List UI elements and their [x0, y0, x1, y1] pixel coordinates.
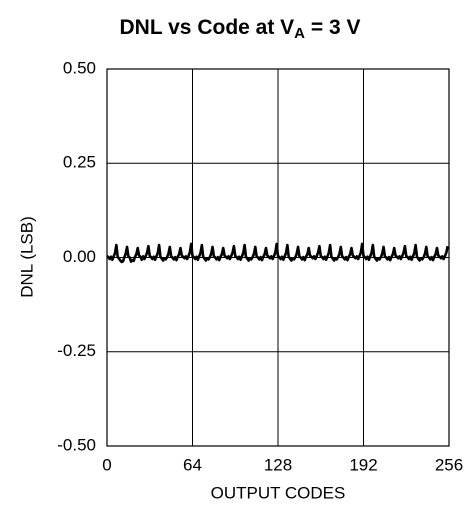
- y-axis-label: DNL (LSB): [17, 216, 36, 298]
- x-axis-label: OUTPUT CODES: [211, 483, 346, 502]
- chart-title: DNL vs Code at VA = 3 V: [120, 16, 361, 42]
- data-line: [106, 242, 449, 264]
- y-tick-label: 0.25: [63, 153, 96, 172]
- x-tick-label: 64: [183, 455, 202, 474]
- x-tick-label: 192: [349, 455, 377, 474]
- title-subscript: A: [294, 25, 305, 42]
- title-suffix: = 3 V: [305, 16, 360, 39]
- y-tick-label: -0.25: [57, 341, 96, 360]
- x-tick-label: 256: [435, 455, 463, 474]
- y-tick-label: -0.50: [57, 435, 96, 454]
- title-main: DNL vs Code at V: [120, 16, 295, 39]
- x-tick-label: 0: [102, 455, 111, 474]
- y-tick-label: 0.00: [63, 247, 96, 266]
- y-tick-label: 0.50: [63, 58, 96, 77]
- x-tick-label: 128: [264, 455, 292, 474]
